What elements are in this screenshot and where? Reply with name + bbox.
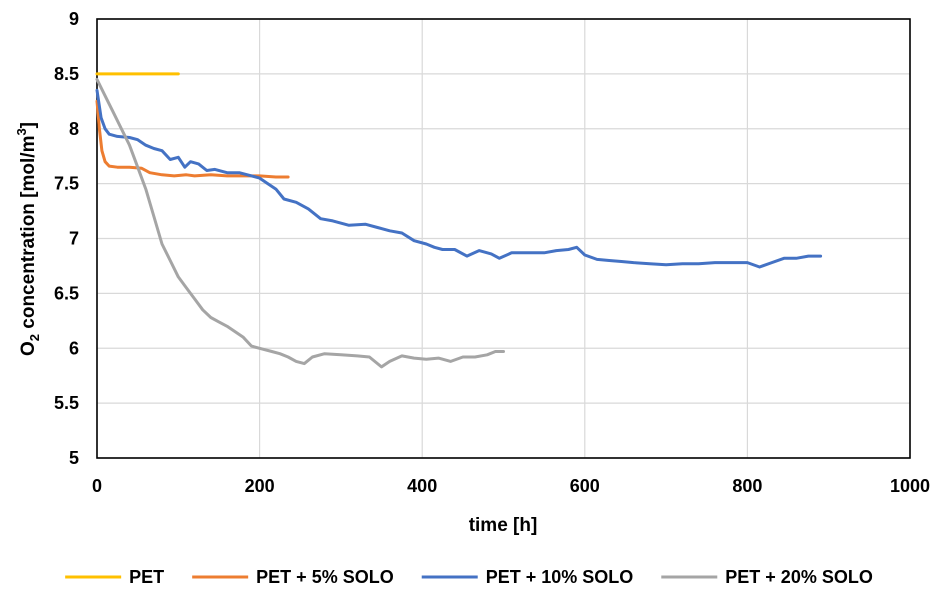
x-tick-label: 600 <box>570 476 600 496</box>
legend: PET PET + 5% SOLO PET + 10% SOLO PET + 20% … <box>65 567 873 587</box>
x-tick-label: 200 <box>245 476 275 496</box>
series-line <box>95 99 290 179</box>
series-line <box>95 88 823 269</box>
y-tick-label: 8.5 <box>54 64 79 84</box>
legend-label: PET + 10% SOLO <box>486 567 634 587</box>
plot-area-frame <box>96 18 911 459</box>
x-tick-label: 800 <box>732 476 762 496</box>
legend-label: PET + 5% SOLO <box>256 567 394 587</box>
y-tick-label: 9 <box>69 9 79 29</box>
y-tick-label: 5.5 <box>54 393 79 413</box>
y-axis-tick-labels: 5 5.5 6 6.5 7 7.5 8 8.5 9 <box>54 9 79 468</box>
y-tick-label: 6.5 <box>54 283 79 303</box>
y-axis-title: O2 concentration [mol/m3] <box>14 122 42 356</box>
legend-label: PET + 20% SOLO <box>725 567 873 587</box>
y-tick-label: 8 <box>69 119 79 139</box>
x-axis-title: time [h] <box>469 515 538 536</box>
y-tick-label: 6 <box>69 338 79 358</box>
x-tick-label: 0 <box>92 476 102 496</box>
y-tick-label: 5 <box>69 448 79 468</box>
grid-lines <box>96 18 911 459</box>
x-axis-tick-labels: 0 200 400 600 800 1000 <box>92 476 930 496</box>
x-tick-label: 1000 <box>890 476 930 496</box>
series-line <box>95 77 505 369</box>
y-tick-label: 7.5 <box>54 174 79 194</box>
series-lines <box>95 72 823 369</box>
y-tick-label: 7 <box>69 229 79 249</box>
legend-label: PET <box>129 567 164 587</box>
x-tick-label: 400 <box>407 476 437 496</box>
